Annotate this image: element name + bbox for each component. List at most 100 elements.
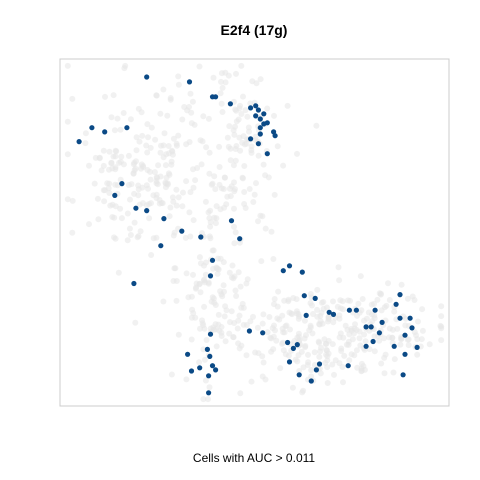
background-cell-point	[356, 335, 363, 342]
background-cell-point	[211, 173, 218, 180]
highlighted-cell-point	[213, 94, 219, 100]
background-cell-point	[231, 223, 237, 230]
background-cell-point	[164, 112, 171, 119]
background-cell-point	[253, 180, 259, 187]
background-cell-point	[82, 130, 89, 137]
highlighted-cell-point	[376, 330, 382, 336]
background-cell-point	[362, 338, 369, 345]
background-cell-point	[386, 297, 393, 303]
background-cell-point	[196, 63, 203, 70]
highlighted-cell-point	[76, 139, 82, 145]
highlighted-cell-point	[112, 192, 118, 198]
highlighted-cell-point	[197, 365, 203, 371]
background-cell-point	[391, 308, 398, 315]
highlighted-cell-point	[237, 236, 243, 242]
background-cell-point	[203, 144, 210, 151]
background-cell-point	[173, 278, 180, 284]
highlighted-cell-point	[261, 111, 267, 117]
background-cell-point	[307, 324, 314, 331]
background-cell-point	[305, 359, 312, 366]
background-cell-point	[135, 186, 142, 193]
background-cell-point	[320, 305, 327, 312]
highlighted-cell-point	[207, 353, 213, 359]
background-cell-point	[205, 209, 212, 216]
background-cell-point	[232, 229, 239, 236]
highlighted-cell-point	[379, 319, 385, 325]
highlighted-cell-point	[89, 125, 95, 131]
background-cell-point	[137, 228, 144, 235]
background-cell-point	[222, 79, 229, 86]
highlighted-cell-point	[255, 107, 261, 113]
background-cell-point	[187, 189, 194, 196]
highlighted-cell-point	[206, 390, 212, 396]
background-cell-point	[265, 174, 272, 181]
background-cell-point	[247, 100, 254, 107]
background-cell-point	[114, 115, 121, 122]
background-cell-point	[226, 123, 233, 130]
background-cell-point	[337, 297, 344, 304]
highlighted-cell-point	[407, 315, 413, 321]
background-cell-point	[156, 200, 163, 207]
background-cell-point	[133, 134, 140, 141]
background-cell-point	[146, 215, 153, 222]
chart-title: E2f4 (17g)	[221, 22, 288, 38]
highlighted-cell-point	[402, 332, 408, 338]
highlighted-cell-point	[257, 116, 263, 122]
background-cell-point	[96, 155, 103, 162]
background-cell-point	[301, 317, 308, 324]
background-cell-point	[290, 295, 297, 301]
highlighted-cell-point	[158, 243, 164, 249]
background-cell-point	[296, 368, 303, 374]
background-cell-point	[194, 165, 201, 171]
background-cell-point	[237, 283, 244, 290]
highlighted-cell-point	[179, 228, 185, 234]
highlighted-cell-point	[303, 312, 309, 318]
background-cell-point	[371, 333, 378, 340]
background-cell-point	[218, 100, 225, 107]
background-cell-point	[202, 271, 209, 278]
background-cell-point	[266, 314, 273, 320]
highlighted-cell-point	[161, 216, 167, 222]
background-cell-point	[264, 329, 271, 336]
background-cell-point	[126, 225, 133, 232]
background-cell-point	[151, 169, 158, 176]
background-cell-point	[118, 153, 125, 160]
background-cell-point	[216, 143, 223, 150]
background-cell-point	[345, 297, 351, 304]
highlighted-cell-point	[316, 361, 323, 367]
background-cell-point	[258, 258, 265, 265]
background-cell-point	[233, 118, 240, 125]
background-cell-point	[133, 158, 139, 165]
highlighted-cell-point	[209, 257, 216, 263]
highlighted-cell-point	[207, 331, 214, 337]
highlighted-cell-point	[255, 141, 261, 147]
highlighted-cell-point	[308, 378, 314, 384]
background-cell-point	[243, 140, 250, 147]
background-cell-point	[153, 178, 160, 184]
background-cell-point	[227, 145, 234, 152]
highlighted-cell-point	[185, 351, 191, 357]
highlighted-cell-point	[397, 292, 403, 298]
background-cell-point	[264, 105, 271, 112]
highlighted-cells	[76, 74, 420, 396]
background-cell-point	[240, 93, 246, 100]
background-cell-point	[221, 174, 228, 181]
highlighted-cell-point	[290, 345, 296, 351]
background-cell-point	[69, 197, 76, 204]
background-cell-point	[82, 140, 89, 147]
background-cell-point	[340, 306, 346, 313]
background-cell-point	[318, 344, 324, 351]
background-cell-point	[260, 161, 267, 168]
background-cell-point	[383, 302, 390, 309]
background-cell-point	[148, 252, 155, 258]
highlighted-cell-point	[257, 131, 263, 137]
background-cell-point	[127, 116, 134, 123]
background-cell-point	[284, 102, 291, 109]
highlighted-cell-point	[119, 181, 125, 187]
background-cell-point	[153, 92, 160, 99]
background-cell-point	[308, 367, 315, 373]
background-cell-point	[168, 371, 175, 378]
background-cell-point	[199, 138, 206, 145]
highlighted-cell-point	[400, 372, 406, 378]
background-cell-point	[215, 311, 222, 318]
